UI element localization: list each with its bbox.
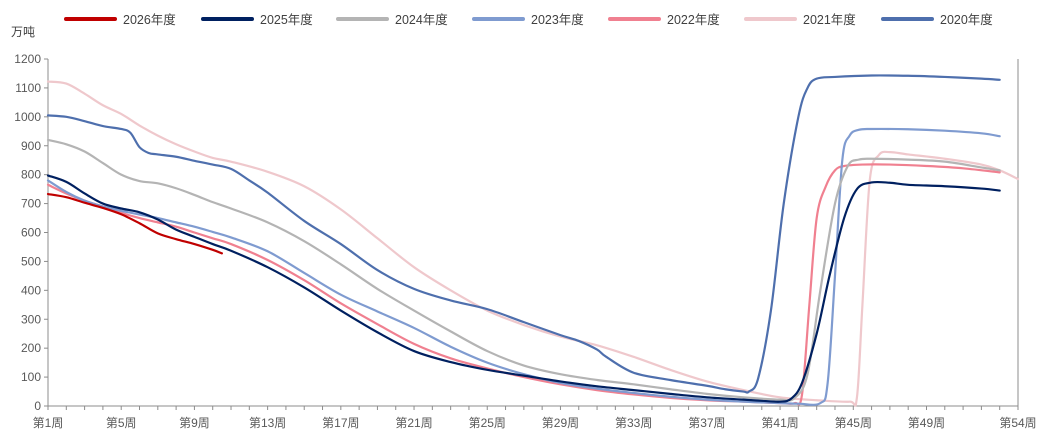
legend-label: 2025年度 <box>260 12 313 27</box>
x-tick-label: 第54周 <box>999 416 1036 430</box>
legend-item: 2022年度 <box>608 12 720 27</box>
y-tick-label: 200 <box>21 341 41 355</box>
y-tick-label: 300 <box>21 312 41 326</box>
x-tick-label: 第5周 <box>106 416 137 430</box>
legend-label: 2021年度 <box>803 12 856 27</box>
y-tick-label: 400 <box>21 283 41 297</box>
y-tick-label: 600 <box>21 226 41 240</box>
x-tick-label: 第1周 <box>33 416 64 430</box>
y-tick-label: 1200 <box>14 52 41 66</box>
x-tick-label: 第13周 <box>249 416 286 430</box>
legend-item: 2026年度 <box>64 12 176 27</box>
series-line-2022年度 <box>46 163 1001 406</box>
legend-label: 2022年度 <box>667 12 720 27</box>
legend-item: 2023年度 <box>472 12 584 27</box>
legend-label: 2023年度 <box>531 12 584 27</box>
y-tick-label: 700 <box>21 197 41 211</box>
series-line-2025年度 <box>46 174 1001 403</box>
series-line-2024年度 <box>46 138 1001 402</box>
y-tick-label: 0 <box>34 399 41 413</box>
legend-label: 2026年度 <box>123 12 176 27</box>
legend-item: 2020年度 <box>881 12 993 27</box>
legend-label: 2020年度 <box>940 12 993 27</box>
series-line-2026年度 <box>46 192 223 255</box>
series-line-2023年度 <box>46 127 1001 406</box>
x-tick-label: 第41周 <box>761 416 798 430</box>
x-tick-label: 第21周 <box>395 416 432 430</box>
x-tick-label: 第49周 <box>908 416 945 430</box>
series-line-2020年度 <box>46 74 1001 394</box>
series-line-2021年度 <box>46 80 1020 407</box>
x-axis: 第1周 第5周 第9周 第13周 第17周 第21周 第25周 第29周 第33周 第37周 第41… <box>33 59 1037 430</box>
legend-item: 2024年度 <box>336 12 448 27</box>
y-tick-label: 1100 <box>15 81 41 95</box>
legend: 2026年度 2025年度 2024年度 2023年度 2022年度 2021年度 2020… <box>64 12 993 27</box>
x-tick-label: 第17周 <box>322 416 359 430</box>
y-tick-label: 1000 <box>14 110 41 124</box>
y-tick-label: 800 <box>21 168 41 182</box>
series-lines <box>46 74 1020 407</box>
y-tick-label: 500 <box>21 254 41 268</box>
x-tick-label: 第9周 <box>179 416 210 430</box>
legend-item: 2021年度 <box>744 12 856 27</box>
legend-item: 2025年度 <box>201 12 313 27</box>
x-tick-label: 第37周 <box>688 416 725 430</box>
y-tick-label: 100 <box>21 370 41 384</box>
y-axis: 0 100 200 300 400 500 600 700 800 900 1000 1100 1200 <box>14 52 49 413</box>
x-tick-label: 第45周 <box>835 416 872 430</box>
y-tick-label: 900 <box>21 139 41 153</box>
legend-label: 2024年度 <box>395 12 448 27</box>
x-tick-label: 第33周 <box>615 416 652 430</box>
x-tick-label: 第25周 <box>469 416 506 430</box>
y-axis-unit-label: 万吨 <box>11 25 35 39</box>
x-tick-label: 第29周 <box>542 416 579 430</box>
